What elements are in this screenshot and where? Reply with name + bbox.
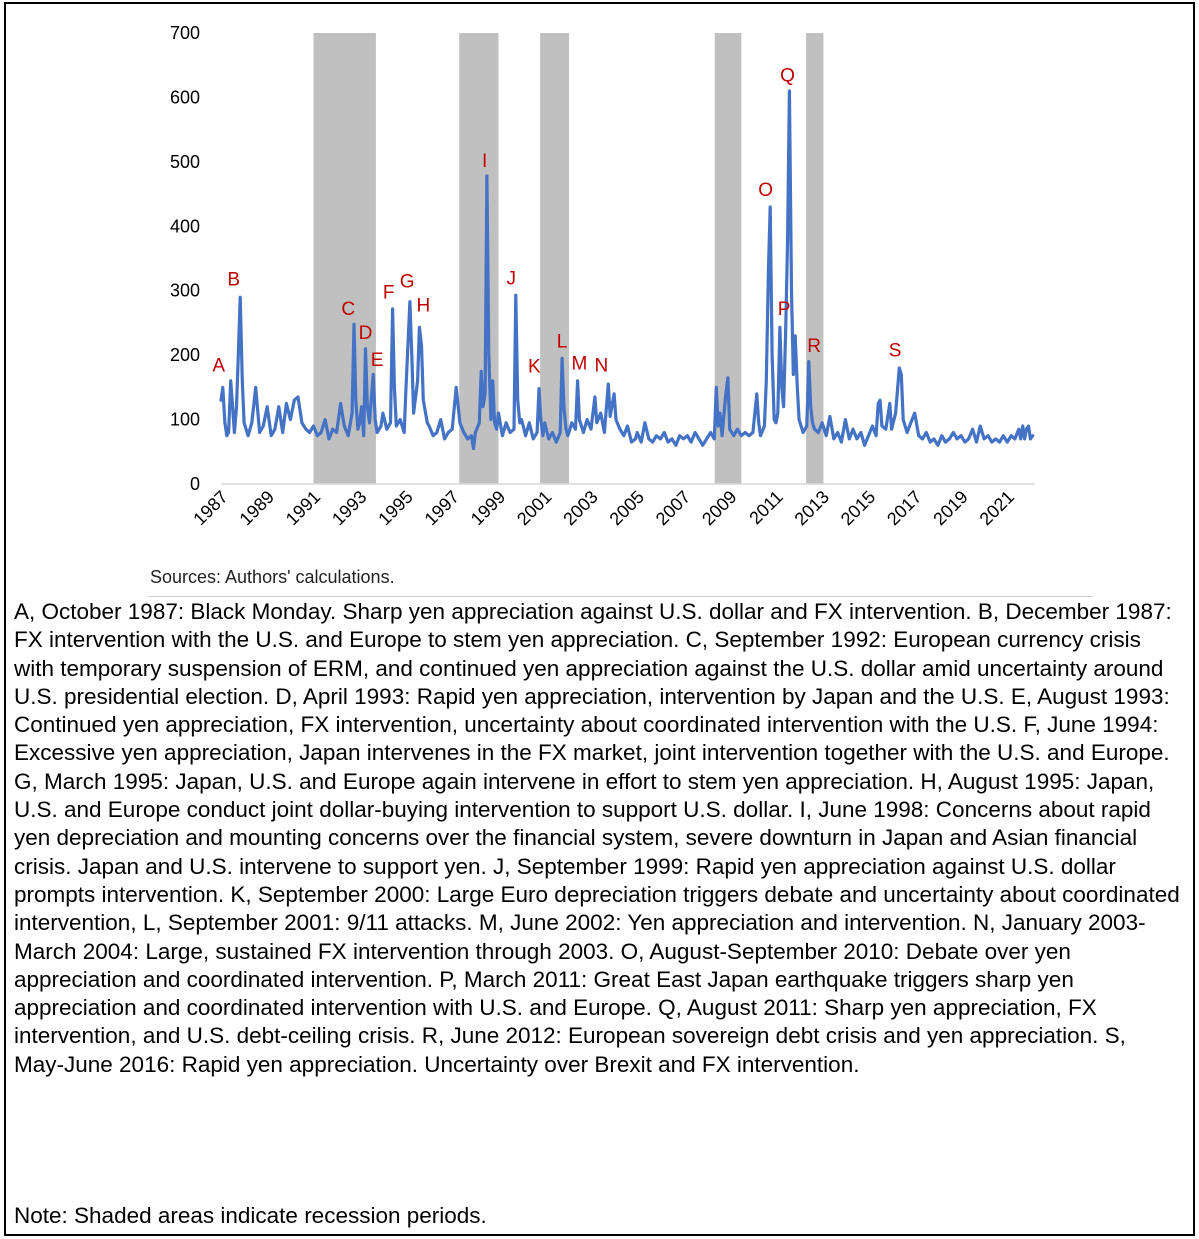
annotation-j: J — [506, 268, 516, 289]
x-tick-label: 2007 — [652, 487, 694, 529]
x-tick-label: 2003 — [559, 487, 601, 529]
y-tick-label: 200 — [170, 345, 200, 365]
annotation-d: D — [359, 323, 373, 344]
annotation-l: L — [557, 331, 568, 352]
x-tick-label: 2005 — [606, 487, 648, 529]
y-tick-label: 600 — [170, 87, 200, 107]
annotation-e: E — [371, 350, 384, 371]
y-tick-label: 400 — [170, 216, 200, 236]
series-line — [219, 89, 1035, 451]
x-tick-label: 1989 — [236, 487, 278, 529]
x-tick-label: 1999 — [467, 487, 509, 529]
sources-note: Sources: Authors' calculations. — [150, 567, 395, 587]
y-tick-label: 500 — [170, 152, 200, 172]
x-tick-label: 2013 — [791, 487, 833, 529]
y-tick-label: 300 — [170, 281, 200, 301]
annotation-layer: A B CDE FGH I J KLM N O P Q R S — [212, 65, 901, 377]
annotation-b: B — [227, 270, 240, 291]
annotation-a: A — [212, 355, 225, 376]
y-axis: 0 100 200 300 400 500 600 700 — [170, 23, 200, 494]
annotation-n: N — [595, 355, 609, 376]
x-tick-label: 2011 — [745, 487, 787, 529]
annotation-k: K — [528, 357, 541, 378]
x-tick-label: 2009 — [698, 487, 740, 529]
figure-caption: A, October 1987: Black Monday. Sharp yen… — [14, 599, 1180, 1077]
annotation-q: Q — [780, 65, 795, 86]
figure-frame — [4, 2, 1195, 1236]
figure-note: Note: Shaded areas indicate recession pe… — [14, 1203, 487, 1228]
sources-divider — [148, 596, 1093, 597]
annotation-f: F — [383, 282, 395, 303]
annotation-m: M — [572, 353, 588, 374]
chart: 0 100 200 300 400 500 600 700 1987 1989 1991 1993 1… — [170, 23, 1035, 529]
x-tick-label: 2001 — [513, 487, 555, 529]
x-tick-label: 1997 — [421, 487, 463, 529]
annotation-p: P — [778, 299, 791, 320]
annotation-c: C — [341, 299, 355, 320]
annotation-i: I — [482, 151, 487, 172]
x-tick-label: 2019 — [929, 487, 971, 529]
x-tick-label: 1991 — [282, 487, 324, 529]
x-tick-label: 1995 — [374, 487, 416, 529]
y-tick-label: 0 — [190, 474, 200, 494]
x-tick-label: 2015 — [837, 487, 879, 529]
annotation-o: O — [758, 180, 773, 201]
x-tick-label: 1993 — [328, 487, 370, 529]
annotation-r: R — [807, 336, 821, 357]
recession-band — [313, 33, 376, 484]
x-tick-label: 2017 — [883, 487, 925, 529]
y-tick-label: 100 — [170, 410, 200, 430]
y-tick-label: 700 — [170, 23, 200, 43]
annotation-g: G — [400, 271, 415, 292]
annotation-s: S — [889, 340, 902, 361]
annotation-h: H — [416, 295, 430, 316]
x-axis: 1987 1989 1991 1993 1995 1997 1999 2001 2003 2005… — [189, 487, 1018, 529]
x-tick-label: 2021 — [976, 487, 1018, 529]
